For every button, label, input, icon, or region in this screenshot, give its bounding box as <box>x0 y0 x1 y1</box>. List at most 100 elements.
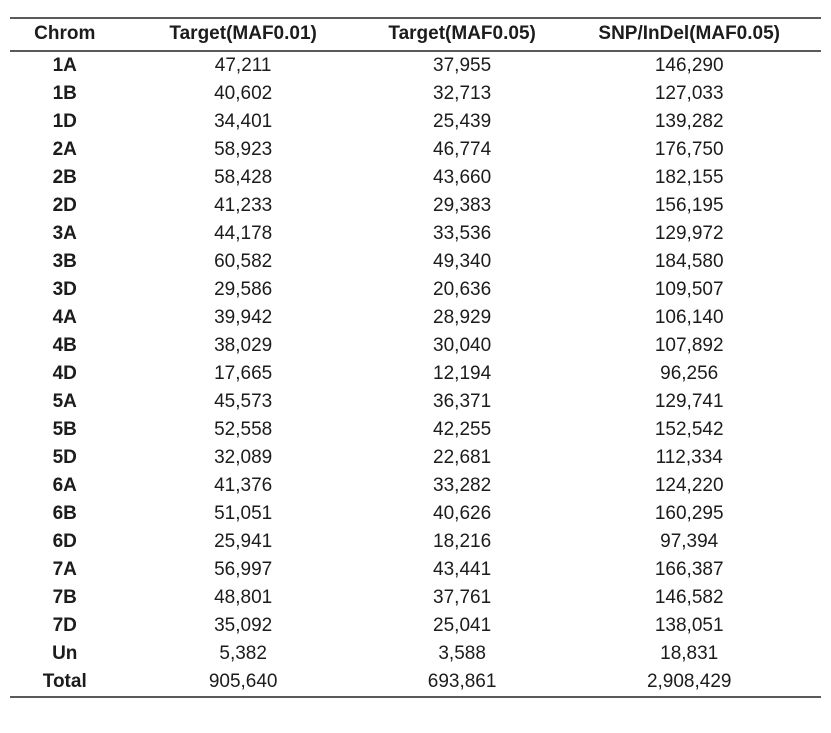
value-cell: 28,929 <box>433 307 492 328</box>
value-cell: 43,660 <box>433 167 492 188</box>
value-cell: 184,580 <box>654 251 724 272</box>
value-cell: 146,290 <box>654 55 724 76</box>
value-cell: 12,194 <box>433 363 492 384</box>
table-row: 1D 34,401 25,439 139,282 <box>10 108 821 136</box>
chromosome-stats-table-container: Chrom Target(MAF0.01) Target(MAF0.05) SN… <box>10 17 821 698</box>
value-cell: 30,040 <box>433 335 492 356</box>
chrom-cell: 1A <box>52 55 77 76</box>
table-row: 7B 48,801 37,761 146,582 <box>10 584 821 612</box>
table-row: 7D 35,092 25,041 138,051 <box>10 612 821 640</box>
value-cell: 129,741 <box>654 391 724 412</box>
value-cell: 152,542 <box>654 419 724 440</box>
value-cell: 17,665 <box>214 363 273 384</box>
value-cell: 52,558 <box>214 419 273 440</box>
value-cell: 41,233 <box>214 195 273 216</box>
table-body: 1A 47,211 37,955 146,290 1B 40,602 32,713 127,0… <box>10 51 821 697</box>
chrom-cell: 2A <box>52 139 77 160</box>
value-cell: 60,582 <box>214 251 273 272</box>
table-row: 6B 51,051 40,626 160,295 <box>10 500 821 528</box>
value-cell: 41,376 <box>214 475 273 496</box>
value-cell: 18,831 <box>660 643 719 664</box>
header-row: Chrom Target(MAF0.01) Target(MAF0.05) SN… <box>10 18 821 52</box>
value-cell: 129,972 <box>654 223 724 244</box>
chrom-cell: 6B <box>52 503 77 524</box>
value-cell: 25,941 <box>214 531 273 552</box>
chrom-cell: 4B <box>52 335 77 356</box>
chrom-cell: 2D <box>52 195 77 216</box>
table-row: 4A 39,942 28,929 106,140 <box>10 304 821 332</box>
chrom-cell: 1B <box>52 83 77 104</box>
chrom-cell: 5D <box>52 447 77 468</box>
table-row: 4B 38,029 30,040 107,892 <box>10 332 821 360</box>
value-cell: 34,401 <box>214 111 273 132</box>
chrom-cell: 7B <box>52 587 77 608</box>
value-cell: 138,051 <box>654 615 724 636</box>
value-cell: 35,092 <box>214 615 273 636</box>
table-row: 5A 45,573 36,371 129,741 <box>10 388 821 416</box>
value-cell: 160,295 <box>654 503 724 524</box>
value-cell: 124,220 <box>654 475 724 496</box>
table-row: 3A 44,178 33,536 129,972 <box>10 220 821 248</box>
table-row: 2B 58,428 43,660 182,155 <box>10 164 821 192</box>
value-cell: 112,334 <box>655 447 723 468</box>
value-cell: 20,636 <box>433 279 492 300</box>
value-cell: 42,255 <box>433 419 492 440</box>
value-cell: 107,892 <box>654 335 724 356</box>
chrom-cell: 6D <box>52 531 77 552</box>
table-row: Total 905,640 693,861 2,908,429 <box>10 668 821 697</box>
value-cell: 146,582 <box>654 587 724 608</box>
value-cell: 2,908,429 <box>646 671 732 692</box>
table-row: 5D 32,089 22,681 112,334 <box>10 444 821 472</box>
chromosome-stats-table: Chrom Target(MAF0.01) Target(MAF0.05) SN… <box>10 17 821 698</box>
value-cell: 29,383 <box>433 195 492 216</box>
value-cell: 44,178 <box>214 223 273 244</box>
value-cell: 176,750 <box>654 139 724 160</box>
chrom-cell: 6A <box>52 475 77 496</box>
value-cell: 40,626 <box>433 503 492 524</box>
table-row: Un 5,382 3,588 18,831 <box>10 640 821 668</box>
value-cell: 48,801 <box>214 587 273 608</box>
column-header-snp-indel-maf005: SNP/InDel(MAF0.05) <box>557 18 821 52</box>
value-cell: 127,033 <box>654 83 724 104</box>
table-row: 1B 40,602 32,713 127,033 <box>10 80 821 108</box>
table-row: 3D 29,586 20,636 109,507 <box>10 276 821 304</box>
chrom-cell: 4D <box>52 363 77 384</box>
value-cell: 96,256 <box>660 363 719 384</box>
value-cell: 25,439 <box>433 111 492 132</box>
value-cell: 43,441 <box>433 559 492 580</box>
chrom-cell: 5B <box>52 419 77 440</box>
value-cell: 106,140 <box>654 307 724 328</box>
value-cell: 22,681 <box>433 447 492 468</box>
chrom-cell: 3B <box>52 251 77 272</box>
table-header: Chrom Target(MAF0.01) Target(MAF0.05) SN… <box>10 18 821 52</box>
chrom-cell: 5A <box>52 391 77 412</box>
value-cell: 33,282 <box>433 475 492 496</box>
table-row: 3B 60,582 49,340 184,580 <box>10 248 821 276</box>
value-cell: 39,942 <box>214 307 273 328</box>
value-cell: 58,428 <box>214 167 273 188</box>
value-cell: 56,997 <box>214 559 273 580</box>
value-cell: 166,387 <box>654 559 724 580</box>
column-header-chrom: Chrom <box>10 18 120 52</box>
value-cell: 58,923 <box>214 139 273 160</box>
chrom-cell: 3D <box>52 279 77 300</box>
table-row: 1A 47,211 37,955 146,290 <box>10 51 821 80</box>
value-cell: 3,588 <box>438 643 486 664</box>
value-cell: 40,602 <box>214 83 273 104</box>
chrom-cell: 3A <box>52 223 77 244</box>
chrom-cell: Total <box>42 671 87 692</box>
table-row: 2A 58,923 46,774 176,750 <box>10 136 821 164</box>
table-row: 6D 25,941 18,216 97,394 <box>10 528 821 556</box>
value-cell: 33,536 <box>433 223 492 244</box>
value-cell: 46,774 <box>433 139 492 160</box>
value-cell: 182,155 <box>654 167 724 188</box>
value-cell: 51,051 <box>214 503 273 524</box>
value-cell: 38,029 <box>214 335 273 356</box>
column-header-target-maf005: Target(MAF0.05) <box>366 18 558 52</box>
value-cell: 32,713 <box>433 83 492 104</box>
value-cell: 97,394 <box>660 531 719 552</box>
table-row: 6A 41,376 33,282 124,220 <box>10 472 821 500</box>
value-cell: 37,761 <box>433 587 492 608</box>
value-cell: 139,282 <box>654 111 724 132</box>
value-cell: 29,586 <box>214 279 273 300</box>
